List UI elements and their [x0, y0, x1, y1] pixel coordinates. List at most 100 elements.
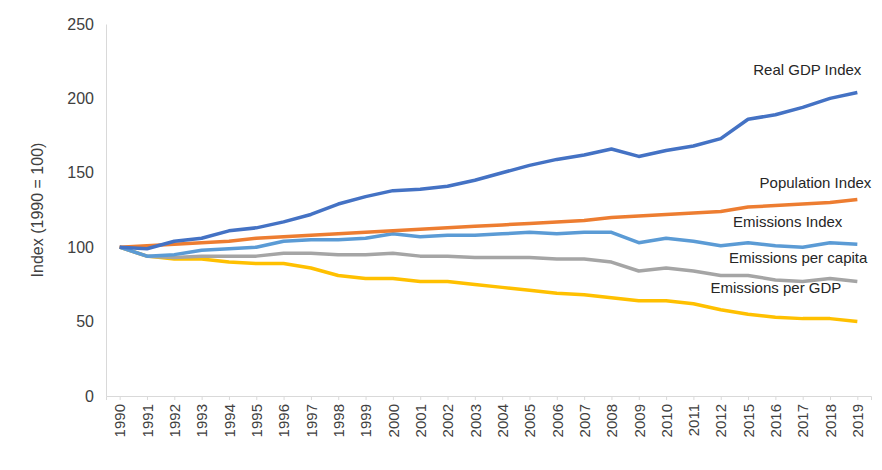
x-tick: 2019 — [849, 396, 866, 437]
x-tick: 1992 — [166, 396, 183, 437]
x-tick-mark — [120, 396, 121, 400]
lines-inner — [120, 92, 858, 321]
x-tick: 2009 — [631, 396, 648, 437]
x-tick-label: 2019 — [849, 404, 866, 437]
x-tick-mark — [229, 396, 230, 400]
x-tick: 1995 — [248, 396, 265, 437]
x-tick: 1991 — [139, 396, 156, 437]
y-tick: 150 — [67, 164, 106, 181]
x-tick-mark — [393, 396, 394, 400]
x-tick: 2015 — [740, 396, 757, 437]
x-tick-mark — [830, 396, 831, 400]
x-tick-label: 2010 — [658, 404, 675, 437]
x-tick-mark — [611, 396, 612, 400]
x-tick-label: 1998 — [330, 404, 347, 437]
x-tick-label: 2001 — [412, 404, 429, 437]
x-tick-mark — [721, 396, 722, 400]
x-tick-label: 2009 — [631, 404, 648, 437]
x-tick-mark — [338, 396, 339, 400]
y-tick-label: 150 — [67, 164, 94, 181]
y-tick: 0 — [85, 388, 106, 405]
x-tick-mark — [420, 396, 421, 400]
series-label: Population Index — [760, 174, 872, 191]
x-tick-mark — [666, 396, 667, 400]
x-tick-label: 1997 — [303, 404, 320, 437]
x-tick-label: 2002 — [439, 404, 456, 437]
series-line — [120, 200, 858, 248]
x-tick-label: 1992 — [166, 404, 183, 437]
chart: 0501001502002501990199119921993199419951… — [0, 0, 882, 470]
x-tick-label: 2018 — [822, 404, 839, 437]
x-tick-label: 2005 — [521, 404, 538, 437]
x-tick: 2005 — [521, 396, 538, 437]
x-tick-mark — [693, 396, 694, 400]
x-axis: 1990 1991 1992 1993 1994 1995 1996 1997 1998 1999… — [107, 396, 872, 437]
x-tick: 2016 — [767, 396, 784, 437]
x-tick-mark — [584, 396, 585, 400]
x-tick: 2003 — [467, 396, 484, 437]
x-tick-mark — [748, 396, 749, 400]
y-tick-label: 200 — [67, 90, 94, 107]
x-tick-mark — [147, 396, 148, 400]
x-tick-mark — [557, 396, 558, 400]
x-tick: 1994 — [221, 396, 238, 437]
y-tick-label: 0 — [85, 388, 94, 405]
x-tick-label: 1991 — [139, 404, 156, 437]
x-tick-label: 1996 — [275, 404, 292, 437]
x-tick-label: 1995 — [248, 404, 265, 437]
x-tick: 2010 — [658, 396, 675, 437]
y-tick-label: 100 — [67, 239, 94, 256]
x-tick-label: 2000 — [385, 404, 402, 437]
x-tick-label: 2016 — [767, 404, 784, 437]
x-tick: 1997 — [303, 396, 320, 437]
y-tick-label: 50 — [76, 313, 94, 330]
x-tick: 2011 — [685, 396, 702, 436]
x-tick-label: 1999 — [357, 404, 374, 437]
x-tick-mark — [174, 396, 175, 400]
y-tick: 250 — [67, 16, 106, 33]
series-label: Emissions per capita — [729, 249, 868, 266]
x-tick: 2004 — [494, 396, 511, 437]
x-tick-label: 2006 — [549, 404, 566, 437]
x-tick: 2012 — [712, 396, 729, 437]
x-tick-mark — [256, 396, 257, 400]
x-tick: 2018 — [822, 396, 839, 437]
series-line — [120, 92, 858, 248]
x-tick-mark — [366, 396, 367, 400]
x-tick-label: 1993 — [193, 404, 210, 437]
x-tick-label: 1990 — [111, 404, 128, 437]
y-axis: 0 50 100 150 200 250 — [67, 16, 106, 405]
x-tick-label: 2003 — [467, 404, 484, 437]
x-tick-label: 2017 — [794, 404, 811, 437]
x-tick-mark — [775, 396, 776, 400]
x-tick-mark — [475, 396, 476, 400]
x-tick: 1998 — [330, 396, 347, 437]
x-tick-label: 2015 — [740, 404, 757, 437]
x-tick-mark — [448, 396, 449, 400]
x-tick: 1993 — [193, 396, 210, 437]
x-tick-mark — [639, 396, 640, 400]
x-tick-mark — [857, 396, 858, 400]
x-tick-label: 2004 — [494, 404, 511, 437]
x-tick: 2000 — [385, 396, 402, 437]
lines — [120, 92, 858, 321]
series-label: Emissions per GDP — [710, 279, 841, 296]
y-tick: 200 — [67, 90, 106, 107]
y-tick: 50 — [76, 313, 106, 330]
y-tick: 100 — [67, 239, 106, 256]
x-tick-mark — [529, 396, 530, 400]
x-tick-label: 2011 — [685, 404, 702, 436]
x-tick: 2017 — [794, 396, 811, 437]
x-tick-label: 2008 — [603, 404, 620, 437]
x-tick: 2008 — [603, 396, 620, 437]
x-tick-label: 1994 — [221, 404, 238, 437]
x-tick: 1999 — [357, 396, 374, 437]
x-tick: 2001 — [412, 396, 429, 437]
x-tick-mark — [284, 396, 285, 400]
y-axis-line — [106, 25, 107, 397]
y-axis-title: Index (1990 = 100) — [29, 143, 46, 278]
x-tick: 2007 — [576, 396, 593, 437]
x-tick: 1996 — [275, 396, 292, 437]
y-tick-label: 250 — [67, 16, 94, 33]
x-tick: 2002 — [439, 396, 456, 437]
